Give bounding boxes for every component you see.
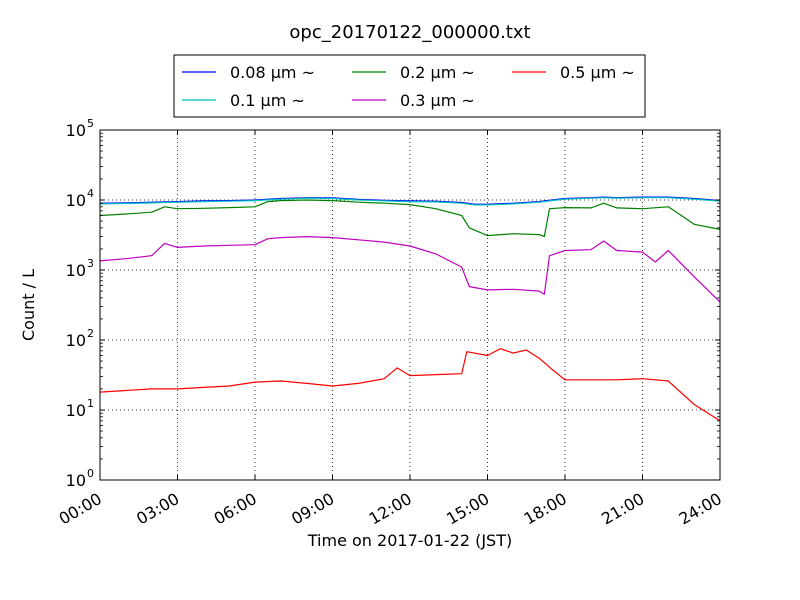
x-tick-label: 09:00: [288, 489, 337, 529]
legend-frame: [173, 54, 646, 118]
y-axis-title: Count / L: [19, 269, 38, 341]
legend-label: 0.3 μm ~: [400, 91, 475, 110]
y-tick-label: 10: [66, 331, 86, 350]
y-tick-label: 10: [66, 401, 86, 420]
x-tick-label: 24:00: [676, 489, 725, 529]
x-tick-label: 18:00: [521, 489, 570, 529]
grid-lines: [100, 130, 720, 480]
y-tick-label: 10: [66, 261, 86, 280]
x-axis-title: Time on 2017-01-22 (JST): [307, 531, 512, 550]
legend-label: 0.1 μm ~: [230, 91, 305, 110]
y-tick-exponent: 4: [87, 187, 94, 200]
x-axis: 00:00 03:00 06:00 09:00 12:00 15:00 18:00 21:00…: [56, 130, 725, 529]
x-tick-label: 00:00: [56, 489, 105, 529]
y-tick-exponent: 0: [87, 467, 94, 480]
legend-label: 0.5 μm ~: [560, 63, 635, 82]
y-tick-label: 10: [66, 191, 86, 210]
x-tick-label: 21:00: [598, 489, 647, 529]
y-tick-label: 10: [66, 121, 86, 140]
chart-title: opc_20170122_000000.txt: [289, 22, 530, 43]
legend-label: 0.08 μm ~: [230, 63, 315, 82]
x-tick-label: 03:00: [133, 489, 182, 529]
y-tick-exponent: 2: [87, 327, 94, 340]
series-line-2: [99, 199, 721, 238]
x-tick-label: 15:00: [443, 489, 492, 529]
series-line-1: [99, 197, 721, 206]
series-line-3: [99, 236, 721, 303]
y-tick-exponent: 3: [87, 257, 94, 270]
series-layer: [99, 196, 721, 422]
series-line-4: [99, 348, 721, 422]
y-tick-label: 10: [66, 471, 86, 490]
legend-label: 0.2 μm ~: [400, 63, 475, 82]
x-tick-label: 12:00: [366, 489, 415, 529]
x-tick-label: 06:00: [211, 489, 260, 529]
y-tick-exponent: 5: [87, 117, 94, 130]
legend: 0.08 μm ~ 0.1 μm ~ 0.2 μm ~ 0.3 μm ~ 0.5 μm …: [173, 54, 646, 118]
y-tick-exponent: 1: [87, 397, 94, 410]
